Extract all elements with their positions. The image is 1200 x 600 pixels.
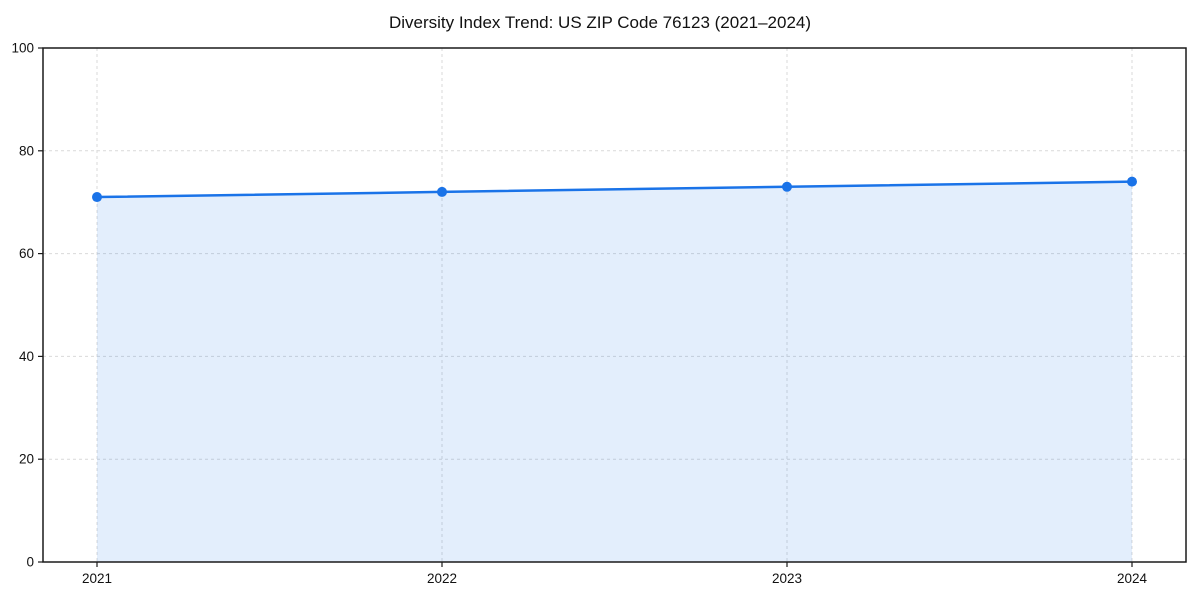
x-tick-label: 2023 (772, 571, 802, 586)
x-tick-label: 2024 (1117, 571, 1148, 586)
chart-title: Diversity Index Trend: US ZIP Code 76123… (388, 13, 812, 32)
y-tick-label: 20 (19, 452, 34, 467)
axis-frame (42, 47, 1187, 563)
x-tick-label: 2021 (82, 571, 112, 586)
y-tick-label: 100 (11, 41, 34, 56)
data-point-2022 (437, 186, 447, 197)
trend-line (96, 180, 1133, 199)
data-point-2021 (92, 192, 102, 203)
y-tick-label: 0 (26, 555, 34, 570)
y-tick-label: 80 (19, 143, 34, 158)
area-fill (97, 181, 1132, 562)
x-tick-label: 2022 (427, 571, 457, 586)
y-tick-label: 60 (19, 246, 34, 261)
data-point-2024 (1127, 176, 1137, 187)
data-point-2023 (782, 181, 792, 192)
y-tick-label: 40 (19, 349, 34, 364)
